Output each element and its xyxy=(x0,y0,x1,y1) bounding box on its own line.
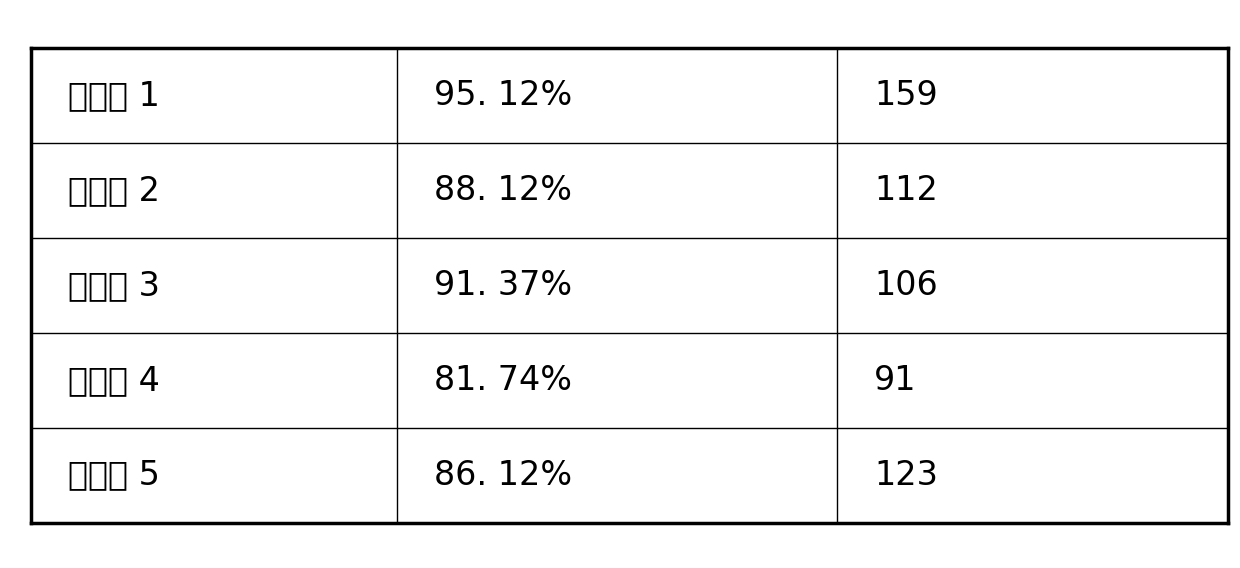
Text: 实施例 1: 实施例 1 xyxy=(68,79,160,112)
Text: 159: 159 xyxy=(874,79,937,112)
Text: 实施例 4: 实施例 4 xyxy=(68,364,160,397)
Text: 112: 112 xyxy=(874,174,939,207)
Text: 81. 74%: 81. 74% xyxy=(434,364,572,397)
Text: 106: 106 xyxy=(874,269,937,302)
Text: 实施例 3: 实施例 3 xyxy=(68,269,160,302)
Text: 123: 123 xyxy=(874,458,939,492)
Text: 实施例 2: 实施例 2 xyxy=(68,174,160,207)
Text: 95. 12%: 95. 12% xyxy=(434,79,572,112)
Text: 88. 12%: 88. 12% xyxy=(434,174,572,207)
Text: 91: 91 xyxy=(874,364,916,397)
Text: 86. 12%: 86. 12% xyxy=(434,458,572,492)
Text: 91. 37%: 91. 37% xyxy=(434,269,572,302)
Text: 实施例 5: 实施例 5 xyxy=(68,458,160,492)
